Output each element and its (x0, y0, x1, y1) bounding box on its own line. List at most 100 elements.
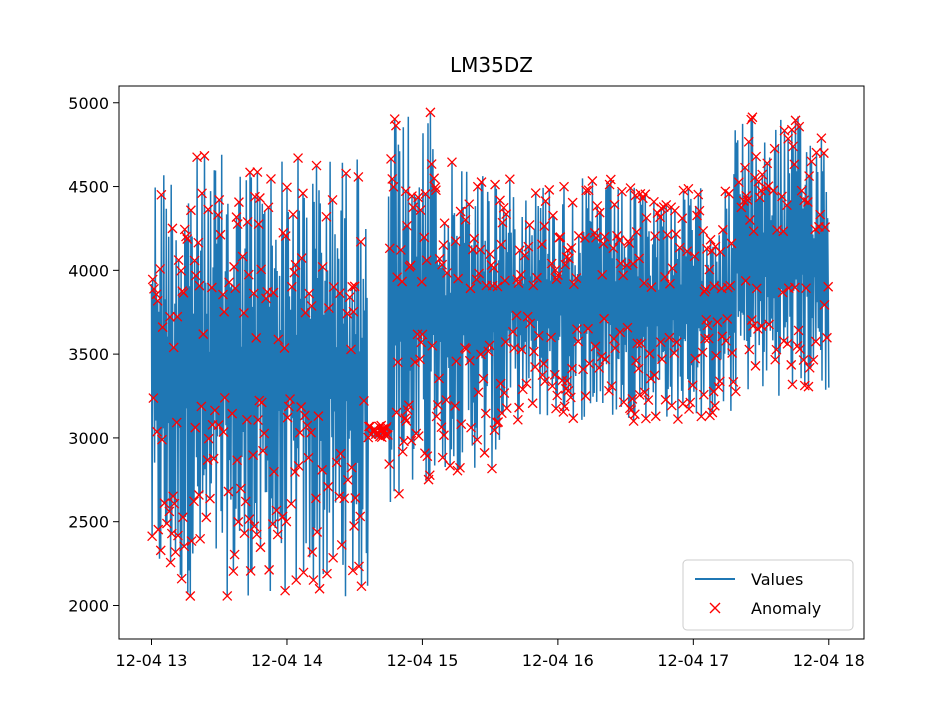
anomaly-marker (566, 242, 577, 253)
anomaly-marker (245, 167, 255, 178)
anomaly-marker (592, 200, 603, 211)
anomaly-marker (166, 528, 177, 539)
anomaly-marker (193, 490, 204, 500)
anomaly-marker (214, 194, 225, 205)
anomaly-marker (238, 307, 249, 318)
anomaly-marker (307, 547, 318, 558)
anomaly-marker (687, 380, 698, 391)
anomaly-marker (698, 225, 709, 236)
anomaly-marker (268, 287, 279, 298)
anomaly-marker (527, 398, 538, 409)
anomaly-marker (237, 251, 248, 262)
anomaly-marker (810, 336, 821, 347)
anomaly-marker (401, 416, 412, 426)
anomaly-marker (277, 511, 288, 522)
anomaly-marker (632, 338, 643, 349)
anomaly-marker (671, 229, 682, 240)
anomaly-marker (519, 250, 530, 261)
anomaly-marker (245, 565, 256, 576)
anomaly-marker (328, 552, 339, 563)
anomaly-marker (213, 420, 224, 431)
anomaly-marker (165, 311, 175, 322)
anomaly-marker (168, 342, 179, 353)
x-axis: 12-04 13 12-04 14 12-04 15 12-04 16 12-04 17… (116, 639, 865, 670)
anomaly-marker (202, 455, 213, 466)
anomaly-marker (439, 218, 450, 229)
anomaly-marker (794, 344, 805, 355)
anomaly-marker (793, 325, 804, 336)
anomaly-marker (185, 205, 196, 216)
anomaly-marker (445, 460, 456, 471)
anomaly-marker (419, 232, 430, 243)
anomaly-marker (311, 160, 322, 171)
anomaly-marker (354, 561, 364, 572)
anomaly-marker (302, 420, 313, 431)
anomaly-marker (803, 381, 814, 392)
anomaly-marker (563, 253, 574, 264)
anomaly-marker (304, 288, 315, 299)
anomaly-marker (387, 173, 398, 184)
anomaly-marker (530, 362, 541, 372)
anomaly-marker (388, 181, 399, 192)
anomaly-marker (480, 408, 491, 419)
plot-area (147, 107, 834, 601)
anomaly-marker (402, 220, 412, 231)
anomaly-marker (513, 278, 524, 289)
anomaly-marker (230, 283, 241, 294)
anomaly-marker (717, 224, 728, 235)
anomaly-marker (356, 581, 367, 592)
anomaly-marker (568, 279, 579, 290)
anomaly-marker (426, 159, 437, 169)
anomaly-marker (429, 173, 440, 184)
anomaly-marker (692, 210, 702, 221)
anomaly-marker (599, 313, 610, 324)
anomaly-marker (217, 289, 228, 300)
anomaly-marker (342, 308, 353, 319)
anomaly-marker (293, 461, 304, 471)
anomaly-marker (488, 262, 499, 273)
anomaly-marker (547, 381, 558, 392)
anomaly-marker (248, 288, 259, 299)
anomaly-marker (346, 344, 356, 355)
anomaly-marker (251, 332, 262, 343)
anomaly-marker (355, 511, 366, 522)
anomaly-marker (756, 185, 767, 196)
anomaly-marker (298, 567, 309, 578)
anomaly-marker (286, 281, 297, 292)
anomaly-marker (235, 483, 246, 494)
anomaly-marker (820, 222, 831, 233)
anomaly-marker (353, 171, 364, 182)
anomaly-marker (521, 378, 532, 389)
anomaly-marker (453, 273, 464, 284)
anomaly-marker (208, 453, 219, 464)
anomaly-marker (155, 263, 166, 274)
anomaly-marker (742, 195, 753, 205)
anomaly-marker (153, 524, 164, 535)
anomaly-marker (286, 498, 297, 509)
anomaly-marker (656, 354, 667, 365)
anomaly-marker (689, 251, 700, 262)
anomaly-marker (631, 227, 642, 237)
anomaly-marker (272, 529, 283, 540)
anomaly-marker (625, 183, 636, 193)
anomaly-marker (381, 421, 392, 432)
anomaly-marker (189, 255, 200, 266)
anomaly-marker (257, 445, 268, 456)
anomaly-marker (715, 246, 726, 257)
anomaly-marker (528, 346, 539, 357)
anomaly-marker (172, 311, 183, 322)
anomaly-marker (400, 186, 411, 197)
anomaly-marker (293, 153, 304, 164)
anomaly-marker (178, 287, 189, 298)
anomaly-marker (804, 362, 815, 373)
anomaly-marker (186, 536, 197, 546)
anomaly-marker (583, 185, 594, 196)
anomaly-marker (701, 243, 712, 254)
anomaly-marker (533, 330, 544, 341)
anomaly-marker (416, 337, 427, 348)
anomaly-marker (664, 332, 675, 343)
legend-values-label: Values (751, 570, 803, 589)
anomaly-marker (536, 239, 547, 250)
